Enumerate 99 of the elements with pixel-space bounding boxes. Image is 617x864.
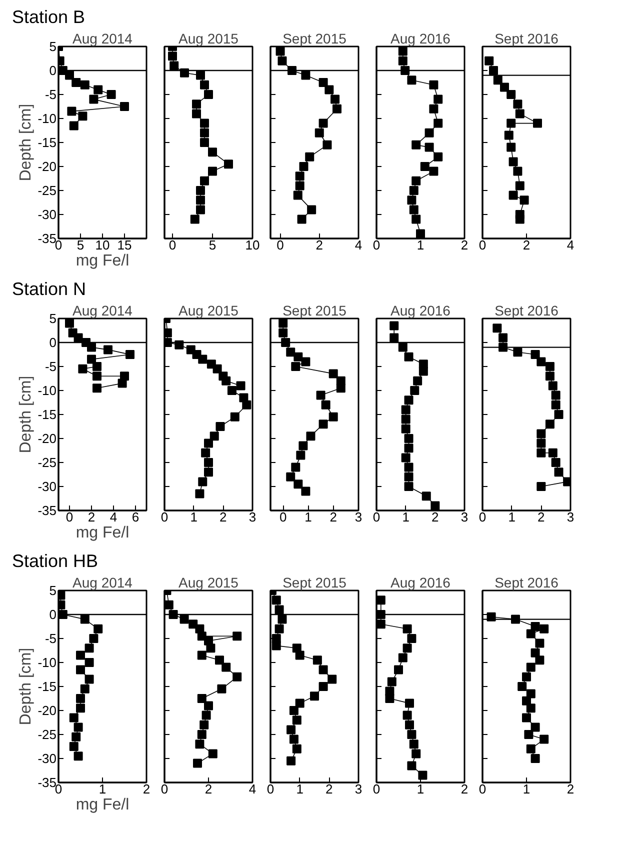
x-axis-title: mg Fe/l	[76, 796, 130, 814]
y-tick-label: -30	[38, 207, 57, 222]
chart-title: Sept 2016	[494, 30, 559, 46]
x-tick-label: 1	[508, 510, 516, 524]
x-tick-label: 0	[160, 510, 168, 524]
y-tick-label: -15	[38, 407, 57, 422]
chart-title: Sept 2015	[282, 574, 347, 590]
x-tick-label: 1	[416, 782, 424, 796]
y-tick-label: -5	[44, 359, 57, 374]
x-tick-label: 0	[372, 782, 380, 796]
chart-title: Aug 2015	[178, 302, 239, 318]
x-tick-label: 2	[566, 782, 574, 796]
y-tick-label: -25	[38, 727, 57, 742]
y-tick-label: -20	[38, 703, 57, 718]
text: Station HB	[12, 550, 98, 573]
x-tick-label: 5	[76, 238, 84, 252]
chart-title: Aug 2014	[72, 30, 133, 46]
x-tick-label: 2	[142, 782, 150, 796]
x-tick-label: 0	[478, 238, 486, 252]
y-tick-label: -25	[38, 183, 57, 198]
y-tick-label: 0	[49, 607, 57, 622]
chart-title: Aug 2014	[72, 574, 133, 590]
x-tick-label: 4	[566, 238, 574, 252]
x-tick-label: 2	[460, 238, 468, 252]
x-tick-label: 4	[248, 782, 256, 796]
y-tick-label: -15	[38, 135, 57, 150]
x-tick-label: 10	[245, 238, 260, 252]
x-tick-label: 2	[522, 238, 530, 252]
x-tick-label: 0	[168, 238, 176, 252]
x-tick-label: 1	[304, 510, 312, 524]
chart-title: Aug 2015	[178, 30, 239, 46]
y-tick-label: -20	[38, 431, 57, 446]
y-tick-label: -30	[38, 751, 57, 766]
chart-title: Aug 2016	[390, 574, 451, 590]
x-tick-label: 2	[432, 510, 439, 524]
x-tick-label: 6	[132, 510, 140, 524]
x-tick-label: 2	[316, 238, 324, 252]
x-tick-label: 2	[88, 510, 96, 524]
x-tick-label: 0	[478, 782, 486, 796]
text: Station B	[12, 6, 86, 29]
x-tick-label: 3	[248, 510, 256, 524]
x-tick-label: 0	[478, 510, 486, 524]
y-tick-label: -10	[38, 655, 57, 670]
x-tick-label: 3	[354, 510, 362, 524]
x-tick-label: 1	[296, 782, 304, 796]
y-axis-title: Depth [cm]	[18, 648, 35, 726]
x-axis-title: mg Fe/l	[76, 252, 130, 270]
x-tick-label: 3	[566, 510, 574, 524]
y-tick-label: 0	[49, 63, 57, 78]
chart-title: Sept 2016	[494, 574, 559, 590]
y-tick-label: 5	[49, 311, 57, 326]
x-tick-label: 2	[538, 510, 545, 524]
chart-title: Aug 2016	[390, 30, 451, 46]
chart-title: Sept 2015	[282, 30, 347, 46]
x-tick-label: 0	[372, 238, 380, 252]
x-tick-label: 2	[204, 782, 212, 796]
y-tick-label: -10	[38, 111, 57, 126]
y-tick-label: -15	[38, 679, 57, 694]
x-tick-label: 2	[220, 510, 227, 524]
x-tick-label: 1	[522, 782, 530, 796]
x-tick-label: 10	[95, 238, 110, 252]
y-axis-title: Depth [cm]	[18, 376, 35, 454]
x-tick-label: 4	[110, 510, 118, 524]
y-tick-label: 5	[49, 39, 57, 54]
chart-title: Sept 2015	[282, 302, 347, 318]
y-tick-label: -5	[44, 87, 57, 102]
x-tick-label: 1	[190, 510, 198, 524]
chart-title: Aug 2016	[390, 302, 451, 318]
x-tick-label: 2	[326, 782, 333, 796]
y-tick-label: -10	[38, 383, 57, 398]
x-tick-label: 5	[208, 238, 216, 252]
y-tick-label: -5	[44, 631, 57, 646]
x-axis-title: mg Fe/l	[76, 524, 130, 542]
x-tick-label: 1	[402, 510, 410, 524]
y-tick-label: 5	[49, 583, 57, 598]
x-tick-label: 2	[330, 510, 337, 524]
x-tick-label: 0	[266, 782, 274, 796]
chart-title: Sept 2016	[494, 302, 559, 318]
y-tick-label: -25	[38, 455, 57, 470]
x-tick-label: 0	[66, 510, 74, 524]
x-tick-label: 1	[98, 782, 106, 796]
y-axis-title: Depth [cm]	[18, 104, 35, 182]
x-tick-label: 0	[372, 510, 380, 524]
x-tick-label: 15	[117, 238, 132, 252]
y-tick-label: -30	[38, 479, 57, 494]
y-tick-label: -20	[38, 159, 57, 174]
x-tick-label: 0	[279, 510, 287, 524]
chart-title: Aug 2014	[72, 302, 133, 318]
x-tick-label: 0	[160, 782, 168, 796]
x-tick-label: 1	[416, 238, 424, 252]
x-tick-label: 2	[460, 782, 468, 796]
x-tick-label: 4	[354, 238, 362, 252]
x-tick-label: 3	[460, 510, 468, 524]
x-tick-label: 3	[354, 782, 362, 796]
chart-title: Aug 2015	[178, 574, 239, 590]
y-tick-label: -35	[38, 503, 57, 518]
text: Station N	[12, 278, 86, 301]
x-tick-label: 0	[276, 238, 284, 252]
y-tick-label: 0	[49, 335, 57, 350]
